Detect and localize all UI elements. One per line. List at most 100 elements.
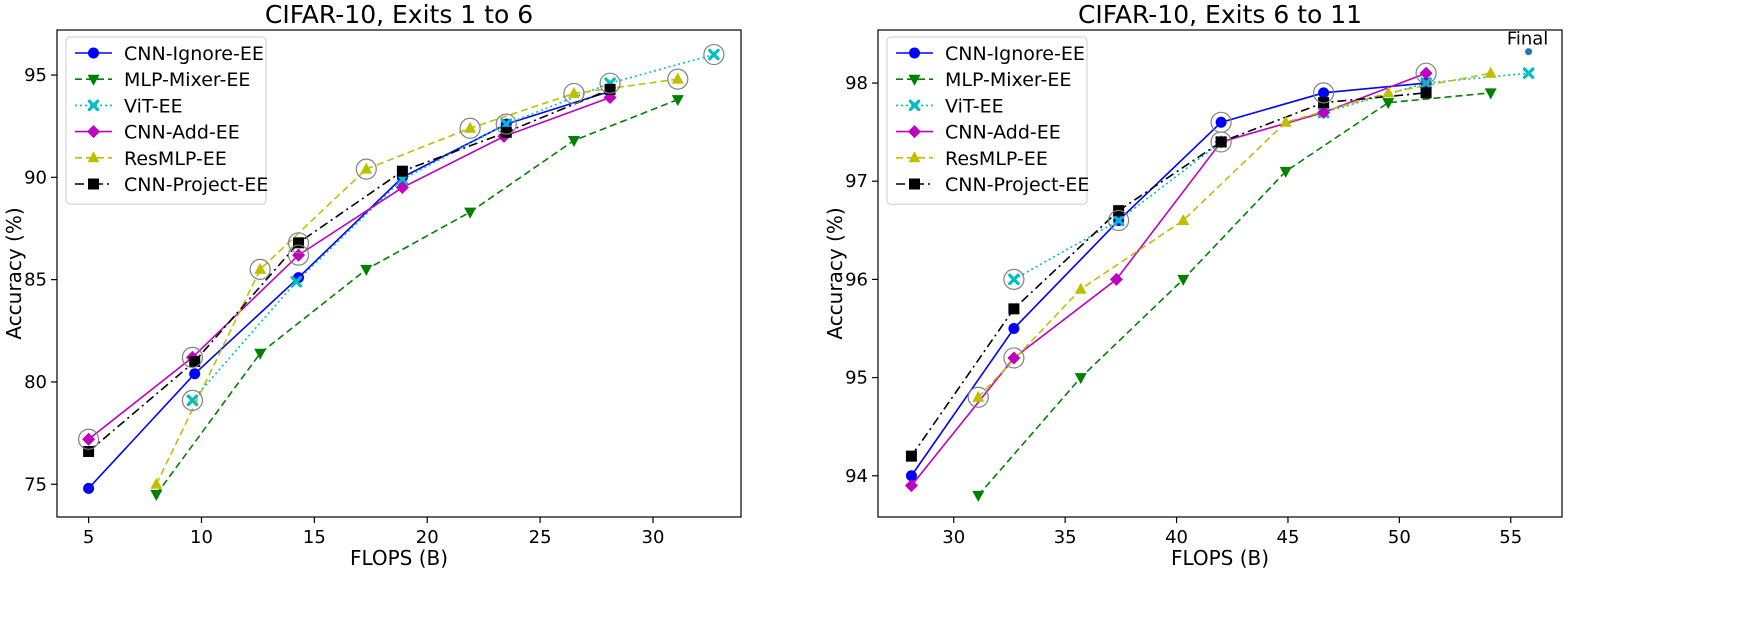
plot-frame <box>56 29 742 518</box>
series-line-resmlp-ee <box>155 78 678 485</box>
highlight-circle <box>703 43 725 66</box>
x-tick-label: 45 <box>1277 527 1300 548</box>
data-point-cnn-project-ee <box>500 126 512 138</box>
data-point-vit-ee <box>1008 273 1020 286</box>
legend-marker <box>87 99 100 112</box>
x-axis-label: FLOPS (B) <box>1171 546 1269 570</box>
legend-marker <box>909 47 920 59</box>
chart-exits-6-to-11: Final 30 35 40 45 50 55 94 95 96 97 98 CIFAR-10, Exi… <box>823 0 1563 570</box>
y-tick-label: 94 <box>845 466 868 487</box>
data-point-resmlp-ee <box>150 477 163 489</box>
data-point-mlp-mixer-ee <box>1074 373 1087 385</box>
data-point-cnn-project-ee <box>1008 303 1020 315</box>
legend-marker <box>87 74 100 86</box>
legend-label: CNN-Project-EE <box>124 174 268 196</box>
data-point-resmlp-ee <box>671 72 684 84</box>
legend-marker <box>908 99 921 112</box>
highlight-circle <box>249 258 271 281</box>
y-tick-label: 97 <box>845 171 868 192</box>
legend-marker <box>908 74 921 86</box>
x-tick-label: 55 <box>1499 527 1522 548</box>
data-point-resmlp-ee <box>360 162 373 174</box>
highlight-circle <box>967 386 989 408</box>
legend-marker <box>909 178 920 190</box>
series-line-cnn-add-ee <box>88 96 611 440</box>
legend-label: MLP-Mixer-EE <box>945 69 1071 91</box>
data-point-mlp-mixer-ee <box>464 207 477 219</box>
legend-label: CNN-Add-EE <box>124 122 240 144</box>
legend-label: ViT-EE <box>124 95 183 117</box>
data-point-cnn-add-ee <box>1109 272 1123 286</box>
chart-exits-1-to-6: 5 10 15 20 25 30 75 80 85 90 95 CIFAR-10, Exits 1 t… <box>2 0 742 570</box>
series-line-mlp-mixer-ee <box>977 92 1491 496</box>
data-point-cnn-ignore-ee <box>83 482 95 494</box>
legend-marker <box>87 151 100 163</box>
highlight-circle <box>78 428 100 450</box>
series-line-cnn-project-ee <box>910 92 1427 457</box>
legend-label: CNN-Project-EE <box>945 174 1089 196</box>
legend-label: ResMLP-EE <box>945 148 1048 170</box>
x-tick-label: 30 <box>642 527 665 548</box>
data-point-vit-ee <box>186 394 199 407</box>
data-point-mlp-mixer-ee <box>671 95 684 107</box>
highlight-circle <box>495 113 517 135</box>
y-tick-label: 95 <box>845 368 868 389</box>
highlight-circle <box>459 117 481 139</box>
data-point-mlp-mixer-ee <box>972 490 985 502</box>
data-point-cnn-project-ee <box>189 355 201 367</box>
data-point-cnn-project-ee <box>83 446 95 458</box>
series-line-resmlp-ee <box>977 72 1491 398</box>
highlight-circle <box>1108 209 1130 232</box>
series-line-cnn-ignore-ee <box>88 90 611 489</box>
data-point-cnn-project-ee <box>604 83 616 95</box>
data-point-vit-ee <box>1522 67 1535 80</box>
data-point-mlp-mixer-ee <box>1382 98 1395 110</box>
legend-label: CNN-Add-EE <box>945 122 1061 144</box>
x-tick-label: 25 <box>529 527 552 548</box>
x-tick-label: 5 <box>83 527 94 548</box>
chart-title: CIFAR-10, Exits 6 to 11 <box>1078 0 1362 29</box>
data-point-cnn-project-ee <box>1420 87 1432 99</box>
data-point-mlp-mixer-ee <box>567 135 580 147</box>
highlight-circle <box>181 389 204 411</box>
data-point-vit-ee <box>708 48 720 61</box>
data-point-cnn-project-ee <box>396 165 408 177</box>
data-point-resmlp-ee <box>1177 213 1190 225</box>
data-point-cnn-add-ee <box>1317 105 1331 119</box>
x-tick-label: 10 <box>190 527 213 548</box>
x-tick-label: 40 <box>1165 527 1188 548</box>
y-tick-label: 98 <box>845 73 868 94</box>
data-point-resmlp-ee <box>1074 282 1087 294</box>
x-tick-label: 15 <box>303 527 326 548</box>
data-point-cnn-add-ee <box>904 479 918 493</box>
data-point-cnn-add-ee <box>1007 351 1021 365</box>
legend-label: CNN-Ignore-EE <box>945 43 1085 65</box>
highlight-circle <box>563 82 585 105</box>
legend-label: CNN-Ignore-EE <box>124 43 264 65</box>
data-point-resmlp-ee <box>254 262 267 274</box>
legend-label: MLP-Mixer-EE <box>124 69 250 91</box>
data-point-cnn-add-ee <box>395 181 409 195</box>
legend: CNN-Ignore-EE MLP-Mixer-EE ViT-EE CNN-Add-E… <box>886 36 1089 205</box>
legend-marker <box>88 47 99 59</box>
legend-box <box>65 36 267 205</box>
data-point-resmlp-ee <box>464 121 477 133</box>
data-point-cnn-ignore-ee <box>1318 87 1330 99</box>
data-point-cnn-ignore-ee <box>1008 322 1020 334</box>
highlight-circle <box>287 232 310 254</box>
legend-marker <box>87 125 100 139</box>
data-point-cnn-ignore-ee <box>905 470 917 482</box>
legend-label: ViT-EE <box>945 95 1004 117</box>
x-tick-label: 30 <box>942 527 965 548</box>
highlight-circle <box>181 346 204 368</box>
data-point-cnn-add-ee <box>82 432 96 446</box>
highlight-circle <box>1415 62 1437 84</box>
final-point <box>1525 48 1533 56</box>
data-point-mlp-mixer-ee <box>1279 166 1292 178</box>
legend-marker <box>908 151 921 163</box>
highlight-circle <box>667 68 689 90</box>
data-point-mlp-mixer-ee <box>1177 274 1190 286</box>
series-line-vit-ee <box>1013 72 1529 281</box>
series-line-cnn-ignore-ee <box>910 82 1427 477</box>
x-tick-label: 50 <box>1388 527 1411 548</box>
